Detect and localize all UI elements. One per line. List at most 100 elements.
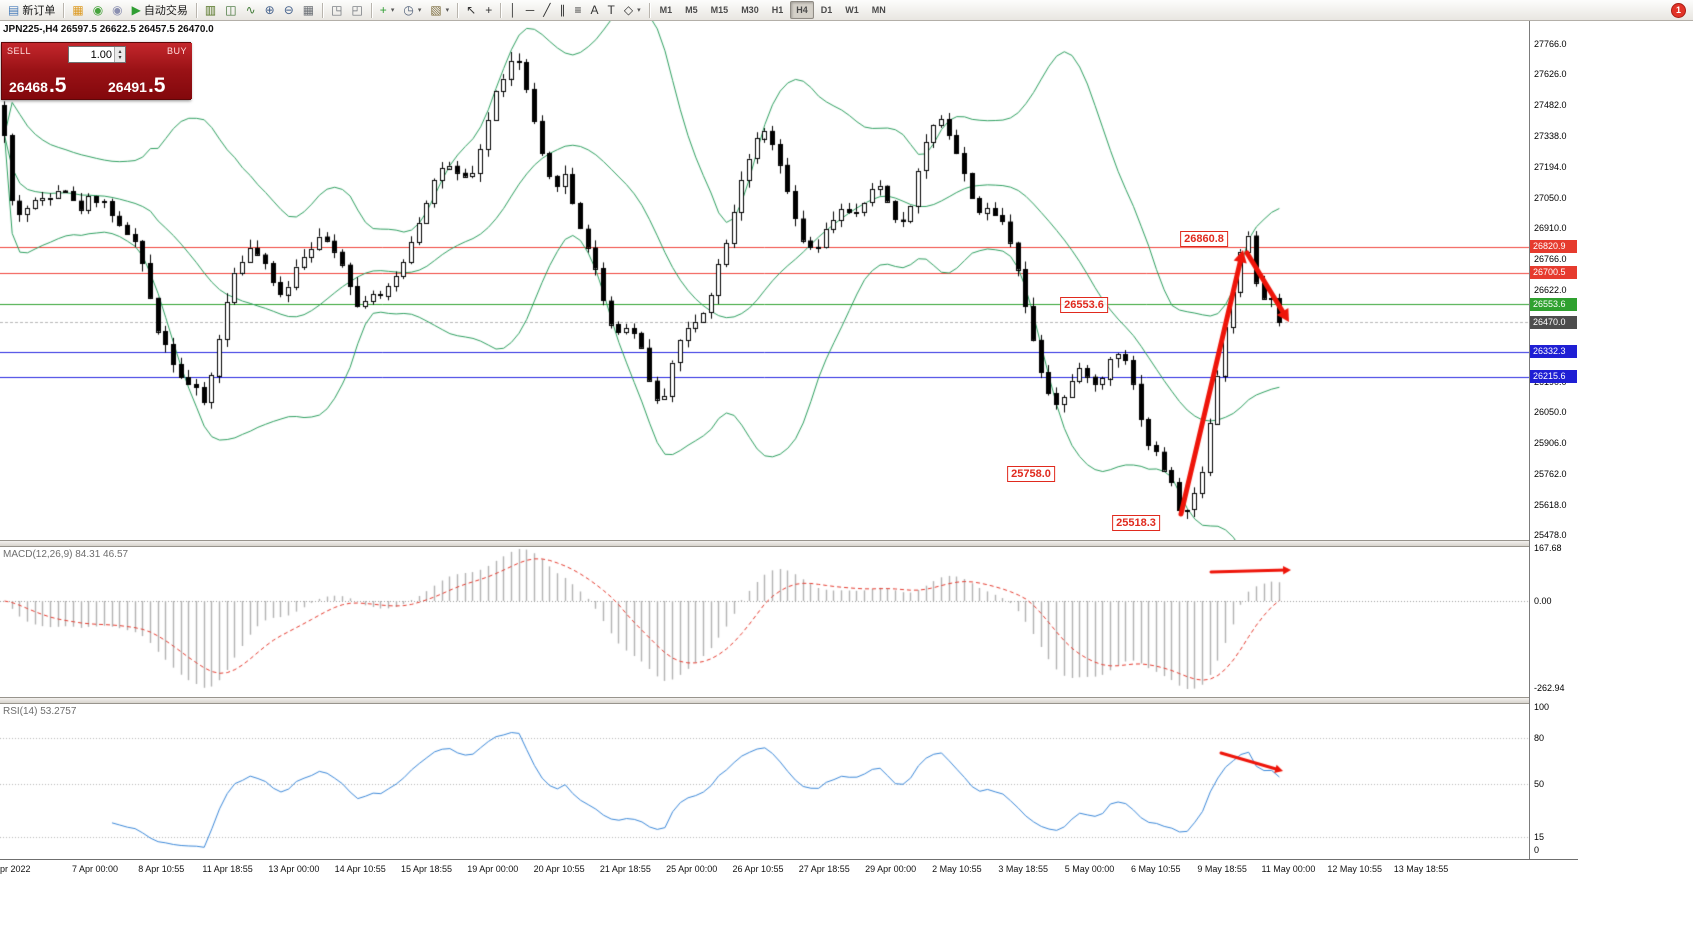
vps-button[interactable]: ◉ — [108, 1, 126, 19]
price-axis-label: 27766.0 — [1534, 39, 1567, 49]
time-axis-label: 2 May 10:55 — [932, 864, 982, 874]
toolbar-separator — [648, 2, 650, 18]
price-callout[interactable]: 25758.0 — [1007, 466, 1055, 482]
time-axis-label: 14 Apr 10:55 — [334, 864, 386, 874]
time-axis-label: 29 Apr 00:00 — [865, 864, 917, 874]
fibonacci-icon: ≡ — [574, 3, 582, 17]
time-axis-label: 26 Apr 10:55 — [732, 864, 784, 874]
main-price-chart-canvas[interactable] — [0, 21, 1529, 540]
price-badge: 26470.0 — [1530, 315, 1577, 329]
time-axis-label: 5 May 00:00 — [1064, 864, 1115, 874]
price-axis-label: 25906.0 — [1534, 438, 1567, 449]
lot-size-field[interactable]: 1.00 ▴ ▾ — [68, 46, 126, 63]
toolbar-separator — [500, 2, 502, 18]
macd-axis-label: 167.68 — [1534, 543, 1562, 553]
autotrade-button[interactable]: ▶ 自动交易 — [128, 1, 192, 19]
clock-icon: ◷ — [403, 3, 414, 17]
channel-button[interactable]: ∥ — [556, 1, 570, 19]
tf-m15-button[interactable]: M15 — [710, 5, 729, 15]
toolbar-separator — [322, 2, 324, 18]
price-axis-label: 26622.0 — [1534, 284, 1567, 295]
price-axis-label: 25618.0 — [1534, 499, 1567, 510]
tf-w1-button[interactable]: W1 — [845, 5, 859, 15]
price-badge: 26332.3 — [1530, 345, 1577, 359]
price-badge: 26700.5 — [1530, 266, 1577, 280]
shapes-icon: ◇ — [623, 3, 634, 17]
tf-m1-button[interactable]: M1 — [659, 5, 673, 15]
crosshair-icon: + — [485, 3, 493, 17]
templates-button[interactable]: ▧ ▾ — [426, 1, 453, 19]
line-chart-button[interactable]: ∿ — [242, 1, 260, 19]
price-badge: 26553.6 — [1530, 297, 1577, 311]
price-axis[interactable]: 27766.0 27626.0 27482.0 27338.0 27194.0 27050… — [1529, 21, 1578, 941]
market-button[interactable]: ▦ — [68, 1, 87, 19]
shapes-button[interactable]: ◇ ▾ — [620, 1, 645, 19]
price-axis-label: 27338.0 — [1534, 130, 1567, 141]
indicators-button[interactable]: + ▾ — [376, 1, 399, 19]
price-callout[interactable]: 26860.8 — [1180, 231, 1228, 247]
text-button[interactable]: A — [587, 1, 603, 19]
cursor-button[interactable]: ↖ — [462, 1, 480, 19]
signals-icon: ◉ — [92, 3, 104, 17]
horizontal-line-button[interactable]: ─ — [522, 1, 539, 19]
notification-badge[interactable]: 1 — [1671, 2, 1686, 18]
time-axis[interactable]: pr 2022 7 Apr 00:00 8 Apr 10:55 11 Apr 18:5… — [0, 859, 1578, 941]
text-label-button[interactable]: T — [604, 1, 619, 19]
vertical-line-button[interactable]: │ — [505, 1, 521, 19]
new-order-button[interactable]: ▤ 新订单 — [4, 1, 59, 19]
price-axis-label: 27626.0 — [1534, 69, 1567, 80]
lot-spinner[interactable]: ▴ ▾ — [114, 47, 125, 62]
autotrade-play-icon: ▶ — [131, 3, 141, 17]
price-axis-label: 26766.0 — [1534, 253, 1567, 264]
zoom-in-button[interactable]: ⊕ — [261, 1, 279, 19]
tf-m5-button[interactable]: M5 — [685, 5, 698, 15]
price-axis-label: 27050.0 — [1534, 192, 1567, 203]
cascade-windows-button[interactable]: ◰ — [347, 1, 366, 19]
trendline-button[interactable]: ╱ — [539, 1, 554, 19]
rsi-axis-label: 0 — [1534, 845, 1540, 855]
panel-splitter[interactable] — [0, 540, 1578, 547]
lot-increase-icon[interactable]: ▴ — [118, 48, 122, 55]
rsi-panel-canvas[interactable] — [0, 704, 1529, 859]
tf-h1-button[interactable]: H1 — [771, 5, 784, 15]
price-axis-label: 25762.0 — [1534, 469, 1567, 480]
tile-windows-button[interactable]: ▦ — [299, 1, 318, 19]
time-axis-label: 25 Apr 00:00 — [666, 864, 718, 874]
crosshair-button[interactable]: + — [481, 1, 496, 19]
signals-button[interactable]: ◉ — [89, 1, 107, 19]
time-axis-label: 11 Apr 18:55 — [202, 864, 253, 874]
bar-chart-button[interactable]: ▥ — [201, 1, 220, 19]
time-axis-label: 8 Apr 10:55 — [138, 864, 185, 874]
time-axis-label: 21 Apr 18:55 — [599, 864, 651, 874]
zoom-out-button[interactable]: ⊖ — [280, 1, 298, 19]
tf-mn-button[interactable]: MN — [871, 5, 886, 15]
zoom-out-icon: ⊖ — [283, 3, 294, 17]
tf-m30-button[interactable]: M30 — [741, 5, 759, 15]
lot-decrease-icon[interactable]: ▾ — [118, 54, 122, 61]
price-axis-label: 25478.0 — [1534, 530, 1567, 540]
time-axis-label: 15 Apr 18:55 — [400, 864, 453, 874]
fibonacci-button[interactable]: ≡ — [571, 1, 586, 19]
candle-chart-button[interactable]: ◫ — [221, 1, 240, 19]
time-axis-label: 6 May 10:55 — [1131, 864, 1181, 874]
time-axis-label: 7 Apr 00:00 — [71, 864, 119, 874]
price-callout[interactable]: 25518.3 — [1112, 515, 1160, 531]
toolbar-separator — [63, 2, 65, 18]
price-callout[interactable]: 26553.6 — [1060, 297, 1108, 313]
price-axis-label: 26050.0 — [1534, 407, 1567, 418]
periods-button[interactable]: ◷ ▾ — [399, 1, 425, 19]
tf-h4-button[interactable]: H4 — [790, 1, 814, 19]
indicator-plus-icon: + — [379, 3, 387, 17]
toolbar-separator — [370, 2, 372, 18]
time-axis-label: 27 Apr 18:55 — [798, 864, 850, 874]
horizontal-line-icon: ─ — [525, 3, 535, 17]
time-axis-label: 20 Apr 10:55 — [533, 864, 585, 874]
sell-label: SELL — [7, 46, 32, 56]
panel-splitter[interactable] — [0, 697, 1578, 704]
arrange-windows-button[interactable]: ◳ — [327, 1, 346, 19]
tf-d1-button[interactable]: D1 — [820, 5, 833, 15]
price-axis-label: 27194.0 — [1534, 161, 1567, 172]
time-axis-label: 19 Apr 00:00 — [467, 864, 519, 874]
macd-panel-canvas[interactable] — [0, 547, 1529, 697]
lot-size-value: 1.00 — [90, 49, 112, 61]
